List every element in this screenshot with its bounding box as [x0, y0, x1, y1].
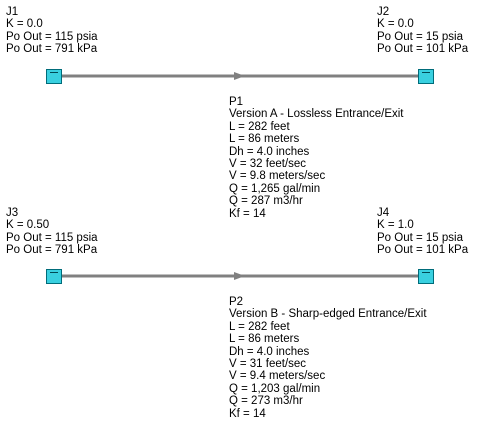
water-level-icon: [50, 72, 58, 73]
pipe-kf: Kf = 14: [229, 207, 266, 220]
pipe-p2-label: P2 Version B - Sharp-edged Entrance/Exit…: [229, 296, 427, 420]
pipe-velocity-ft: V = 31 feet/sec: [229, 358, 307, 371]
pipe-flow-m3hr: Q = 273 m3/hr: [229, 395, 303, 408]
water-level-icon: [422, 72, 430, 73]
junction-po-psia: Po Out = 115 psia: [6, 30, 98, 43]
junction-po-kpa: Po Out = 791 kPa: [6, 244, 98, 257]
pipe-velocity-m: V = 9.8 meters/sec: [229, 170, 326, 183]
pipe-diameter: Dh = 4.0 inches: [229, 145, 310, 158]
water-level-icon: [50, 272, 58, 273]
junction-k: K = 1.0: [377, 219, 414, 232]
pipe-length-ft: L = 282 feet: [229, 120, 290, 133]
pipe-name: P1: [229, 96, 244, 108]
pipe-flow-m3hr: Q = 287 m3/hr: [229, 195, 303, 208]
junction-po-psia: Po Out = 15 psia: [377, 231, 463, 244]
junction-po-kpa: Po Out = 101 kPa: [377, 244, 469, 257]
reservoir-j1[interactable]: [46, 69, 62, 84]
pipe-velocity-ft: V = 32 feet/sec: [229, 158, 307, 171]
junction-name: J4: [377, 207, 390, 219]
pipe-length-m: L = 86 meters: [229, 333, 300, 346]
junction-po-kpa: Po Out = 101 kPa: [377, 43, 469, 56]
junction-j4-label: J4 K = 1.0 Po Out = 15 psia Po Out = 101…: [377, 207, 468, 257]
junction-po-kpa: Po Out = 791 kPa: [6, 43, 98, 56]
pipe-kf: Kf = 14: [229, 407, 266, 420]
flow-arrow-p2-icon: [234, 272, 245, 280]
pipe-version: Version A - Lossless Entrance/Exit: [229, 108, 404, 121]
junction-name: J2: [377, 6, 390, 18]
junction-j2-label: J2 K = 0.0 Po Out = 15 psia Po Out = 101…: [377, 6, 468, 56]
junction-j1-label: J1 K = 0.0 Po Out = 115 psia Po Out = 79…: [6, 6, 98, 56]
junction-name: J3: [6, 207, 19, 219]
reservoir-j2[interactable]: [418, 69, 434, 84]
pipe-length-m: L = 86 meters: [229, 133, 300, 146]
pipe-p1-label: P1 Version A - Lossless Entrance/Exit L …: [229, 96, 404, 220]
junction-k: K = 0.50: [6, 219, 50, 232]
junction-j3-label: J3 K = 0.50 Po Out = 115 psia Po Out = 7…: [6, 207, 98, 257]
pipe-version: Version B - Sharp-edged Entrance/Exit: [229, 308, 427, 321]
junction-po-psia: Po Out = 15 psia: [377, 30, 463, 43]
flow-arrow-p1-icon: [234, 72, 245, 80]
junction-k: K = 0.0: [377, 18, 414, 31]
water-level-icon: [422, 272, 430, 273]
junction-name: J1: [6, 6, 19, 18]
reservoir-j3[interactable]: [46, 269, 62, 284]
pipe-flow-gpm: Q = 1,265 gal/min: [229, 182, 321, 195]
pipe-name: P2: [229, 296, 244, 308]
pipe-velocity-m: V = 9.4 meters/sec: [229, 370, 326, 383]
pipe-diameter: Dh = 4.0 inches: [229, 345, 310, 358]
junction-po-psia: Po Out = 115 psia: [6, 231, 98, 244]
pipe-flow-gpm: Q = 1,203 gal/min: [229, 382, 321, 395]
pipe-length-ft: L = 282 feet: [229, 320, 290, 333]
junction-k: K = 0.0: [6, 18, 43, 31]
reservoir-j4[interactable]: [418, 269, 434, 284]
